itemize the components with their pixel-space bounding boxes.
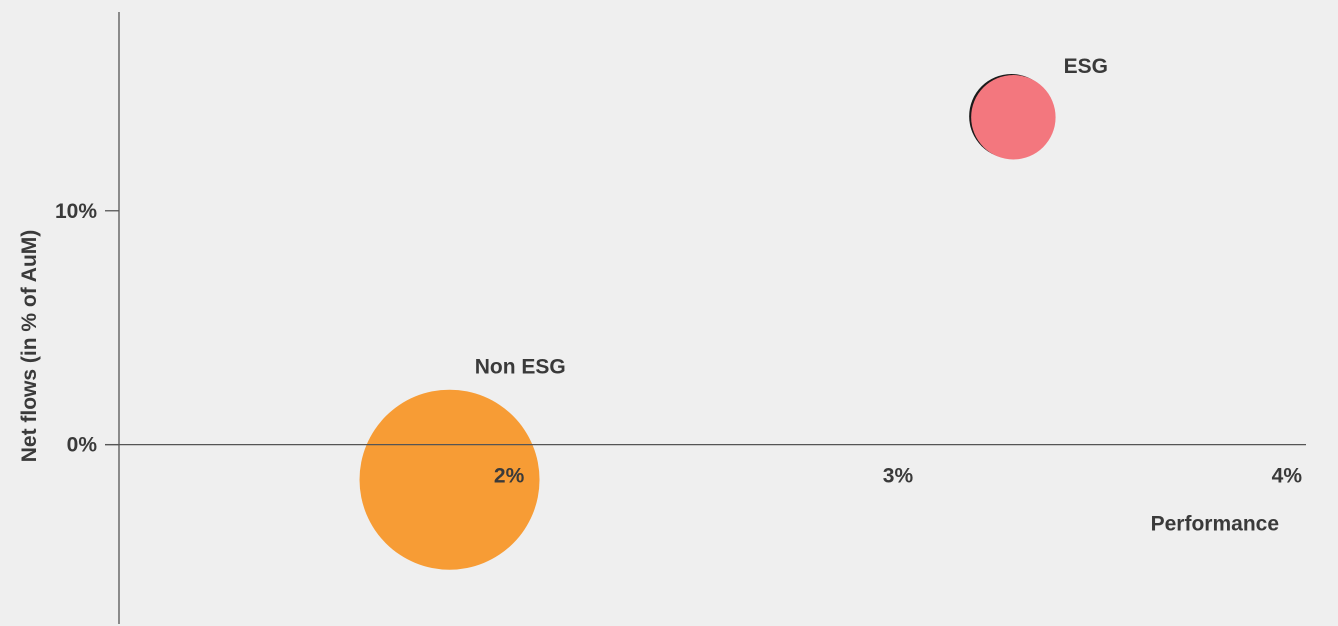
x-axis-title: Performance: [1151, 513, 1279, 536]
bubble-label: Non ESG: [475, 356, 566, 379]
y-tick-labels: 0% 10%: [55, 200, 97, 457]
x-tick-labels: 2% 3% 4%: [494, 465, 1302, 488]
bubble-label: ESG: [1064, 55, 1108, 78]
y-tick-marks: [105, 210, 119, 446]
x-tick-label: 3%: [883, 465, 914, 488]
y-tick-label: 10%: [55, 200, 97, 223]
bubble-labels: Non ESG ESG: [475, 55, 1108, 379]
y-axis-title: Net flows (in % of AuM): [18, 230, 41, 463]
y-tick-label: 0%: [67, 434, 98, 457]
bubble-non-esg: [359, 389, 540, 570]
x-tick-label: 4%: [1272, 465, 1303, 488]
bubble-esg: [971, 75, 1056, 160]
bubble-layer: [359, 74, 1056, 570]
x-tick-label: 2%: [494, 465, 525, 488]
